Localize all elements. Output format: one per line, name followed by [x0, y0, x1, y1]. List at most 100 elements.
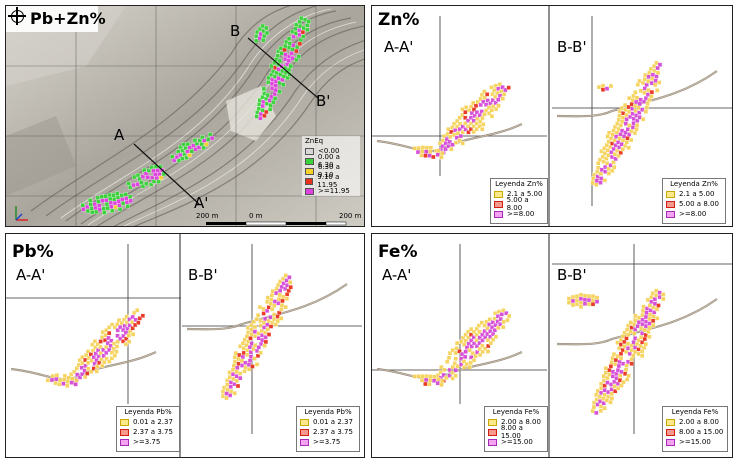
block-cell: [454, 341, 460, 346]
block-cell: [227, 393, 233, 398]
block-cell: [647, 325, 652, 331]
block-cell: [277, 58, 283, 64]
block-cell: [254, 316, 259, 322]
block-cell: [618, 351, 624, 356]
block-cell: [108, 196, 113, 202]
block-cell: [594, 410, 599, 416]
pb-panel: Pb% A-A' B-B' Leyenda Pb% 0.01 a 2.37 2.37…: [5, 233, 365, 458]
block-cell: [449, 146, 454, 152]
legend-label: 0.01 a 2.37: [133, 418, 173, 426]
block-cell: [479, 109, 484, 114]
block-cell: [465, 118, 471, 123]
block-cell: [263, 339, 269, 345]
block-cell: [286, 36, 292, 41]
legend-label: >=8.00: [507, 210, 535, 218]
block-cell: [452, 361, 457, 366]
block-cell: [647, 303, 653, 308]
block-cell: [65, 383, 70, 388]
block-cell: [262, 113, 267, 118]
block-cell: [65, 379, 71, 384]
fe-panel: Fe% A-A' B-B' Leyenda Fe% 2.00 a 8.00 8.00…: [371, 233, 733, 458]
legend-label: 5.00 a 8.00: [679, 200, 719, 208]
legend-item: 2.1 a 5.00: [666, 189, 722, 199]
block-cell: [474, 326, 479, 332]
label-a-prime: A': [194, 194, 209, 212]
block-cell: [604, 86, 610, 91]
block-cell: [608, 400, 613, 405]
legend-swatch-icon: [666, 418, 675, 426]
block-cell: [606, 171, 612, 176]
block-cell: [256, 345, 261, 350]
block-cell: [453, 367, 458, 373]
block-cell: [83, 374, 88, 380]
block-cell: [420, 149, 425, 154]
block-cell: [115, 333, 120, 338]
block-cell: [578, 304, 584, 310]
block-cell: [598, 180, 603, 185]
block-cell: [624, 363, 629, 368]
legend-label: 2.1 a 5.00: [679, 190, 715, 198]
zneq-legend-title: ZnEq: [305, 137, 324, 145]
block-cell: [642, 90, 647, 95]
block-cell: [266, 332, 272, 337]
block-cell: [633, 90, 638, 95]
map-panel: Pb+Zn% A A' B B' 200 m 0 m 200 m ZnEq <0…: [5, 5, 365, 227]
block-cell: [124, 200, 130, 205]
block-cell: [263, 96, 269, 101]
block-cell: [629, 361, 634, 366]
block-cell: [289, 51, 294, 56]
block-cell: [107, 192, 112, 198]
block-cell: [458, 133, 464, 139]
block-cell: [419, 378, 425, 383]
block-cell: [642, 336, 647, 342]
legend-swatch-icon: [666, 438, 675, 446]
zn-legend-a: Leyenda Zn% 2.1 a 5.00 5.00 a 8.00 >=8.00: [490, 178, 548, 224]
label-a: A: [114, 126, 125, 144]
block-cell: [578, 296, 584, 302]
block-cell: [628, 329, 633, 334]
zn-legend-b: Leyenda Zn% 2.1 a 5.00 5.00 a 8.00 >=8.00: [662, 178, 726, 224]
block-cell: [255, 110, 260, 115]
block-cell: [269, 72, 274, 77]
block-cell: [633, 318, 638, 323]
block-cell: [102, 338, 108, 343]
block-cell: [104, 328, 109, 333]
legend-label: 2.00 a 8.00: [679, 418, 719, 426]
block-cell: [590, 294, 596, 299]
block-cell: [601, 401, 606, 406]
block-cell: [490, 337, 496, 342]
zneq-legend-item: >=11.95: [305, 186, 357, 196]
block-cell: [120, 201, 126, 206]
block-cell: [633, 327, 638, 332]
legend-item: 2.00 a 8.00: [666, 417, 724, 427]
block-cell: [255, 353, 261, 358]
legend-item: 5.00 a 8.00: [666, 199, 722, 209]
block-cell: [647, 334, 652, 340]
block-cell: [627, 132, 632, 137]
block-cell: [505, 317, 510, 323]
block-cell: [653, 82, 658, 88]
block-cell: [466, 130, 471, 135]
legend-item: 5.00 a 8.00: [494, 196, 544, 212]
block-cell: [204, 142, 209, 147]
block-cell: [252, 356, 257, 361]
block-cell: [602, 406, 607, 411]
block-cell: [626, 373, 631, 378]
block-cell: [479, 92, 485, 98]
block-cell: [483, 335, 488, 340]
block-cell: [248, 336, 253, 341]
block-cell: [269, 297, 274, 302]
block-cell: [619, 141, 624, 147]
block-cell: [102, 210, 107, 215]
legend-label: 0.01 a 2.37: [313, 418, 353, 426]
block-cell: [480, 349, 485, 354]
block-cell: [474, 126, 479, 132]
block-cell: [146, 168, 152, 173]
block-cell: [127, 317, 132, 322]
block-cell: [471, 329, 477, 335]
block-cell: [89, 206, 94, 211]
block-cell: [155, 168, 160, 173]
block-cell: [504, 311, 509, 316]
block-cell: [631, 353, 636, 358]
block-cell: [306, 19, 311, 24]
